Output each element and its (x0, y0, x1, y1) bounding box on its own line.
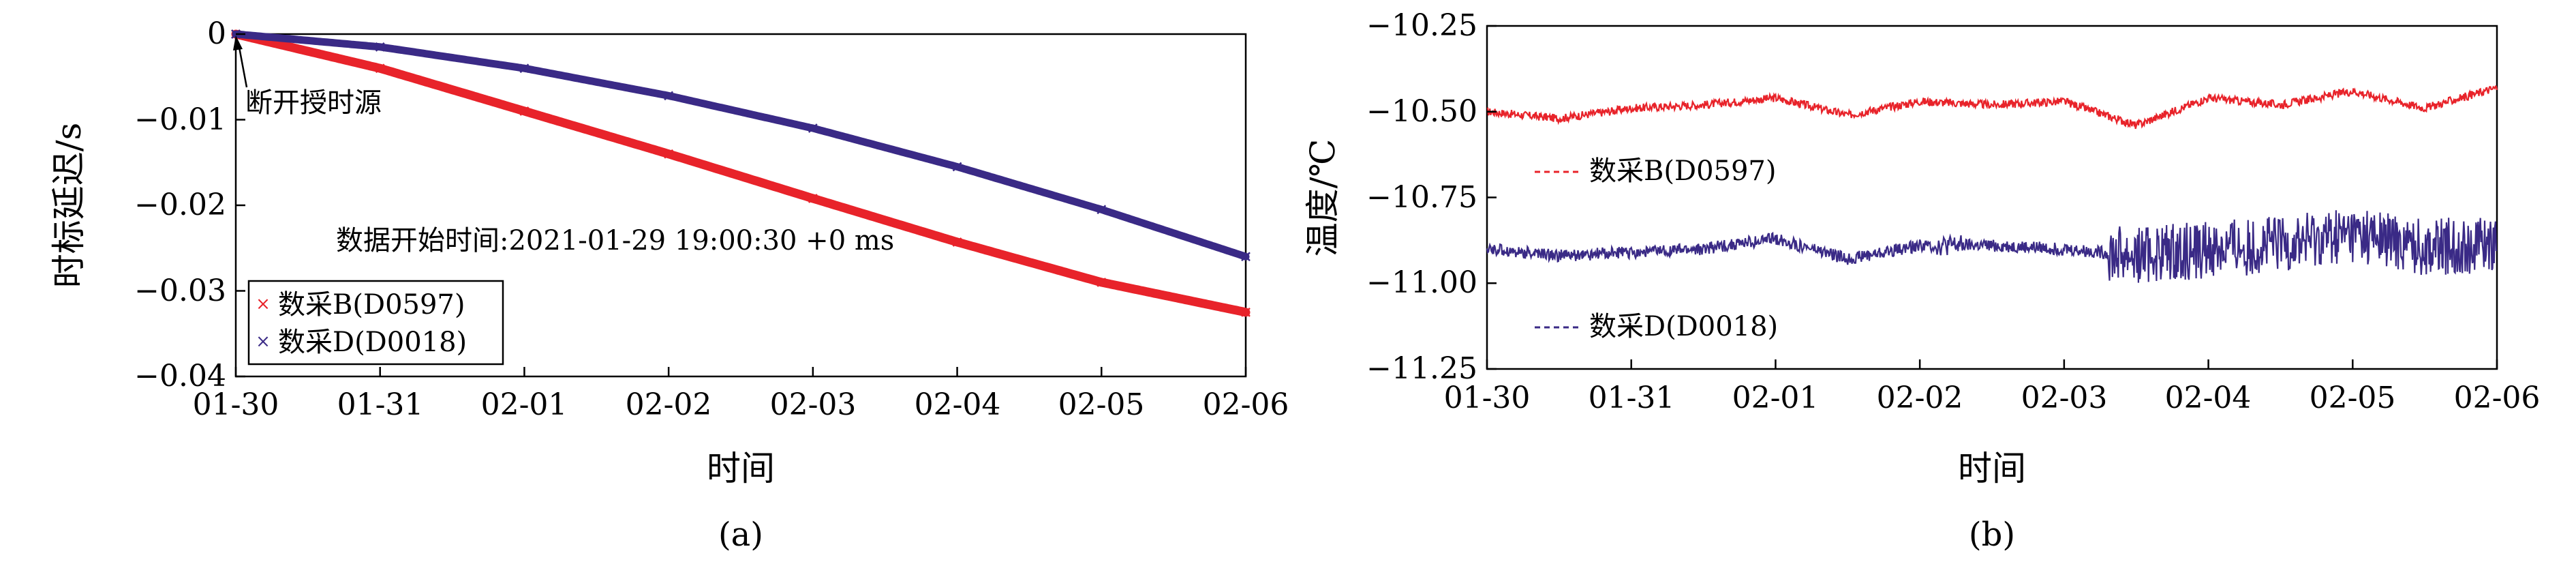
panel-a-legend: × 数采B(D0597) × 数采D(D0018) (247, 280, 504, 366)
panel-b-marks (1486, 85, 2498, 283)
data-point (952, 162, 962, 172)
panel-a-y-axis-title: 时标延迟/s (49, 123, 89, 288)
panel-b-y-tick-label: −11.00 (1366, 265, 1477, 300)
data-point (1097, 278, 1107, 287)
data-point (664, 91, 674, 101)
data-point (1241, 307, 1251, 317)
panel-a-ticks (234, 33, 1247, 378)
annotation-arrow-shaft (237, 43, 248, 88)
legend-label-series-b: 数采B(D0597) (278, 289, 465, 321)
panel-a-y-tick-label: −0.01 (134, 102, 226, 137)
legend-marker-icon: × (256, 294, 271, 314)
panel-b-y-tick-label: −10.50 (1366, 94, 1477, 129)
panel-b-y-tick-label: −11.25 (1366, 351, 1477, 386)
panel-a-y-tick-label: −0.04 (134, 359, 226, 394)
panel-a-x-tick-label: 02-06 (1203, 387, 1289, 422)
panel-a-y-tick-label: −0.02 (134, 188, 226, 222)
annotation-info-text: 数据开始时间:2021-01-29 19:00:30 +0 ms (336, 225, 894, 256)
panel-a-x-tick-label: 02-01 (481, 387, 568, 422)
panel-a-sublabel: (a) (718, 516, 763, 554)
data-point (375, 42, 385, 52)
data-point (375, 63, 385, 74)
panel-a-x-tick-label: 02-02 (626, 387, 712, 422)
panel-b-x-tick-label: 02-05 (2310, 381, 2396, 415)
panel-b-x-axis-title: 时间 (1958, 449, 2026, 488)
panel-a: 0 −0.01 −0.02 −0.03 −0.04 01-30 01-31 02… (49, 16, 1289, 554)
series-line-d (232, 30, 1250, 261)
panel-a-x-tick-label: 02-04 (915, 387, 1001, 422)
data-point (519, 106, 530, 116)
data-point (1097, 205, 1107, 215)
panel-a-x-tick-label: 01-30 (193, 387, 279, 422)
series-line-d (1486, 210, 2498, 283)
legend-box (247, 280, 504, 366)
data-point (808, 194, 818, 203)
data-point (519, 63, 530, 74)
data-point (952, 237, 962, 247)
panel-b-x-tick-label: 02-06 (2454, 381, 2541, 415)
legend-label-series-d: 数采D(D0018) (278, 327, 467, 358)
series-line-b (1486, 85, 2498, 130)
panel-b-sublabel: (b) (1969, 516, 2015, 554)
legend-marker-icon: × (256, 331, 271, 352)
data-point (1241, 252, 1251, 262)
panel-b-x-tick-label: 02-04 (2165, 381, 2252, 415)
panel-b-x-tick-label: 01-31 (1589, 381, 1675, 415)
annotation-arrow-label: 断开授时源 (245, 87, 382, 119)
series-line-b (231, 29, 1251, 317)
panel-b: −10.25 −10.50 −10.75 −11.00 −11.25 01-30… (1303, 8, 2540, 554)
panel-b-y-axis-title: 温度/℃ (1303, 139, 1343, 257)
panel-a-x-tick-label: 01-31 (337, 387, 424, 422)
panel-b-x-tick-label: 02-02 (1877, 381, 1963, 415)
panel-b-y-tick-label: −10.75 (1366, 180, 1477, 215)
panel-a-x-tick-label: 02-05 (1058, 387, 1145, 422)
panel-b-y-tick-label: −10.25 (1366, 8, 1477, 43)
data-point (808, 123, 818, 133)
panel-a-marks (231, 29, 1251, 317)
panel-b-x-tick-label: 02-01 (1732, 381, 1819, 415)
inline-label-series-d: 数采D(D0018) (1589, 311, 1778, 342)
panel-b-ticks (1486, 25, 2498, 370)
panel-a-x-axis-title: 时间 (707, 449, 775, 488)
annotation-arrowhead-icon (233, 35, 243, 50)
inline-label-series-b: 数采B(D0597) (1589, 155, 1776, 187)
panel-b-x-tick-label: 01-30 (1444, 381, 1531, 415)
data-point (664, 149, 674, 159)
panel-a-x-tick-label: 02-03 (770, 387, 857, 422)
panel-a-y-tick-label: 0 (207, 16, 226, 51)
panel-b-x-tick-label: 02-03 (2021, 381, 2108, 415)
panel-a-y-tick-label: −0.03 (134, 273, 226, 308)
